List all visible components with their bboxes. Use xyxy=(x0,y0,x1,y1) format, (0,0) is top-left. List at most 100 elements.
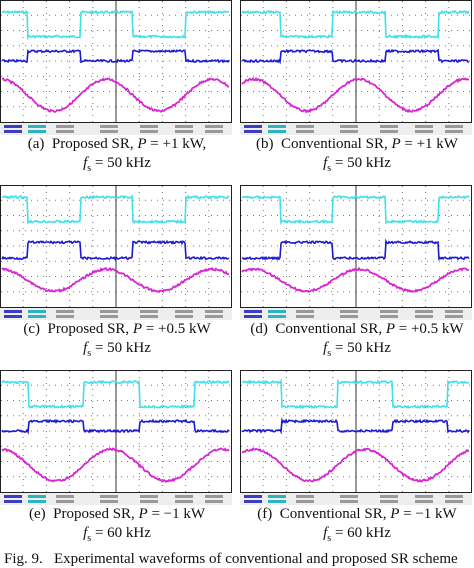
status-field xyxy=(175,130,193,133)
panel-label: (f) xyxy=(257,506,273,522)
scheme: Proposed SR, xyxy=(47,321,130,337)
status-field xyxy=(175,495,193,498)
magenta-trace xyxy=(241,266,469,294)
panel-label: (a) xyxy=(27,136,45,152)
caption-line: (d) Conventional SR, P = +0.5 kW xyxy=(240,320,474,339)
status-field xyxy=(140,310,158,313)
power-variable: P xyxy=(390,506,400,522)
status-field xyxy=(380,125,398,128)
oscilloscope-screen xyxy=(240,370,472,505)
caption-line: fs = 50 kHz xyxy=(0,339,234,363)
blue-trace xyxy=(1,418,230,435)
cyan-trace xyxy=(1,193,230,225)
frequency-subscript: s xyxy=(327,163,332,174)
status-field xyxy=(100,495,118,498)
status-field xyxy=(340,500,358,503)
status-field xyxy=(100,130,118,133)
status-field xyxy=(175,500,193,503)
magenta-trace xyxy=(242,447,470,483)
magenta-trace xyxy=(1,77,229,113)
status-field xyxy=(268,310,286,313)
status-field xyxy=(445,495,463,498)
status-field xyxy=(296,495,314,498)
blue-trace xyxy=(241,238,470,261)
panel-label: (c) xyxy=(23,321,40,337)
frequency-variable: f xyxy=(83,525,88,541)
cyan-trace xyxy=(1,379,230,410)
status-field xyxy=(268,315,286,318)
status-field xyxy=(296,130,314,133)
power: = +1 kW xyxy=(404,136,458,152)
status-field xyxy=(415,125,433,128)
caption-line: (f) Conventional SR, P = −1 kW xyxy=(240,505,474,524)
status-field xyxy=(140,130,158,133)
blue-trace xyxy=(1,49,230,64)
panel: (d) Conventional SR, P = +0.5 kW fs = 50 … xyxy=(240,185,474,363)
status-field xyxy=(140,125,158,128)
oscilloscope-screen xyxy=(0,0,232,135)
status-field xyxy=(296,125,314,128)
status-field xyxy=(175,125,193,128)
panel: (a) Proposed SR, P = +1 kW, fs = 50 kHz xyxy=(0,0,234,178)
status-field xyxy=(268,495,286,498)
status-field xyxy=(56,315,74,318)
caption-line: (c) Proposed SR, P = +0.5 kW xyxy=(0,320,234,339)
status-field xyxy=(100,500,118,503)
frequency-subscript: s xyxy=(87,163,92,174)
oscilloscope-screen xyxy=(240,185,472,320)
status-field xyxy=(445,130,463,133)
status-field xyxy=(56,500,74,503)
frequency: = 60 kHz xyxy=(94,525,151,541)
caption-line: fs = 50 kHz xyxy=(240,339,474,363)
caption: (c) Proposed SR, P = +0.5 kW fs = 50 kHz xyxy=(0,320,234,363)
status-field xyxy=(296,500,314,503)
status-field xyxy=(205,495,223,498)
frequency: = 50 kHz xyxy=(94,155,151,171)
status-field xyxy=(415,130,433,133)
status-field xyxy=(296,315,314,318)
panel-label: (e) xyxy=(28,506,46,522)
cyan-trace xyxy=(241,195,470,226)
status-field xyxy=(28,495,46,498)
status-field xyxy=(380,310,398,313)
magenta-trace xyxy=(1,266,230,294)
status-field xyxy=(205,500,223,503)
status-field xyxy=(340,495,358,498)
caption-line: (e) Proposed SR, P = −1 kW xyxy=(0,505,234,524)
status-field xyxy=(4,315,22,318)
status-field xyxy=(445,315,463,318)
panel-label: (d) xyxy=(250,321,268,337)
status-field xyxy=(244,315,262,318)
status-field xyxy=(140,495,158,498)
frequency: = 50 kHz xyxy=(94,340,151,356)
status-field xyxy=(380,495,398,498)
caption: (f) Conventional SR, P = −1 kW fs = 60 kH… xyxy=(240,505,474,548)
frequency-variable: f xyxy=(323,340,328,356)
status-field xyxy=(205,310,223,313)
status-field xyxy=(4,500,22,503)
cyan-trace xyxy=(1,9,230,41)
caption-line: fs = 50 kHz xyxy=(0,154,234,178)
status-field xyxy=(244,495,262,498)
caption: (e) Proposed SR, P = −1 kW fs = 60 kHz xyxy=(0,505,234,548)
status-field xyxy=(380,130,398,133)
caption-line: fs = 60 kHz xyxy=(240,524,474,548)
frequency: = 50 kHz xyxy=(334,340,391,356)
status-field xyxy=(28,125,46,128)
frequency-variable: f xyxy=(323,525,328,541)
status-field xyxy=(268,130,286,133)
panel-label: (b) xyxy=(256,136,274,152)
status-field xyxy=(175,310,193,313)
blue-trace xyxy=(241,417,470,435)
caption: (b) Conventional SR, P = +1 kW fs = 50 kH… xyxy=(240,135,474,178)
status-field xyxy=(4,310,22,313)
status-field xyxy=(340,130,358,133)
scheme: Proposed SR, xyxy=(53,506,135,522)
status-bar xyxy=(240,308,472,320)
magenta-trace xyxy=(1,447,230,484)
status-field xyxy=(380,315,398,318)
status-field xyxy=(415,315,433,318)
cyan-trace xyxy=(241,9,470,40)
scheme: Proposed SR, xyxy=(51,136,134,152)
